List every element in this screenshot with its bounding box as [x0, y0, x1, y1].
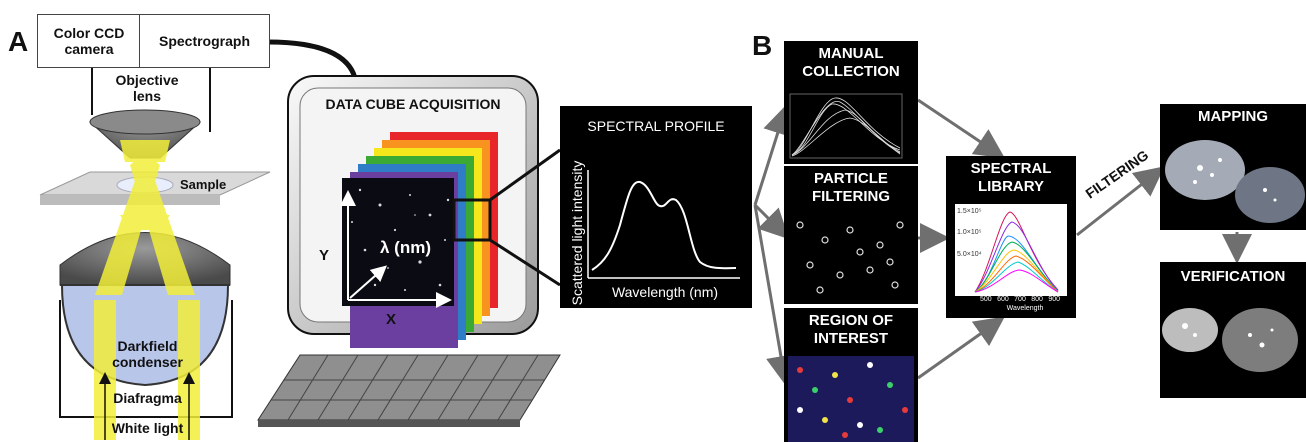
camera-box: Color CCD camera [37, 14, 141, 68]
library-xlabel: Wavelength [1006, 305, 1044, 312]
spectral-profile-title: SPECTRAL PROFILE [587, 118, 725, 134]
condenser-dome [59, 232, 231, 286]
axis-x-label: X [386, 311, 397, 328]
library-x-ticks: 500 600 700 800 900 [980, 296, 1060, 303]
verification-title: VERIFICATION [1180, 268, 1286, 285]
spectral-library-title: SPECTRAL LIBRARY [970, 160, 1052, 195]
library-x-tick: 600 [997, 296, 1009, 303]
spectral-profile-ylabel: Scattered light intensity [569, 160, 585, 306]
library-x-tick: 700 [1014, 296, 1026, 303]
library-y-tick: 1.0×10⁵ [957, 229, 982, 237]
grid-plate [257, 354, 561, 421]
axis-y-label: Y [319, 247, 330, 264]
sample-label: Sample [180, 177, 227, 192]
axis-lambda-label: λ (nm) [380, 238, 431, 257]
fiber-cable [267, 39, 358, 79]
library-x-tick: 900 [1048, 296, 1060, 303]
diafragma-label: Diafragma [113, 390, 182, 406]
objective-lens-label: Objective lens [115, 72, 179, 105]
library-y-ticks: 1.5×10⁵ 1.0×10⁵ 5.0×10⁴ [957, 207, 982, 259]
spectral-curve [591, 180, 737, 271]
library-y-tick: 1.5×10⁵ [957, 208, 982, 215]
panel-a-letter: A [8, 26, 29, 57]
cube-title: DATA CUBE ACQUISITION [325, 96, 501, 112]
manual-collection-title: MANUAL COLLECTION [802, 45, 900, 80]
condenser-label: Darkfield condenser [112, 338, 183, 371]
library-x-tick: 800 [1031, 296, 1043, 303]
roi-title: REGION OF INTEREST [808, 312, 894, 347]
library-y-tick: 5.0×10⁴ [957, 250, 982, 258]
panel-b-letter: B [752, 30, 773, 61]
particle-filtering-title: PARTICLE FILTERING [811, 170, 891, 205]
spectral-profile-box [560, 106, 752, 308]
spectral-profile-xlabel: Wavelength (nm) [611, 284, 719, 300]
white-light-label: White light [111, 420, 184, 436]
mapping-title: MAPPING [1197, 108, 1268, 125]
library-x-tick: 500 [980, 296, 992, 303]
cube-image-face [342, 178, 454, 306]
spectrograph-box: Spectrograph [139, 14, 270, 68]
light-beams [94, 140, 200, 440]
